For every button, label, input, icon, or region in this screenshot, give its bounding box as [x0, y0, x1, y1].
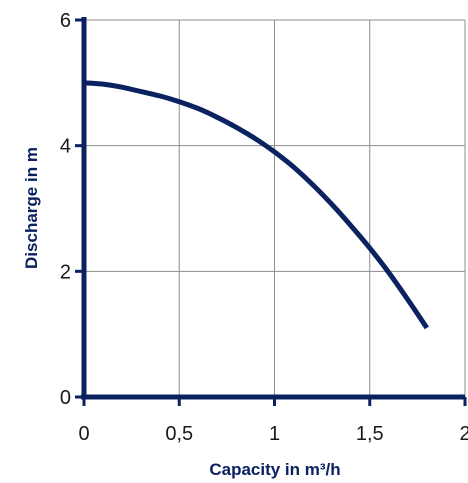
- x-tick-label-2: 1: [269, 423, 280, 445]
- y-tick-label-1: 2: [60, 261, 71, 283]
- series-layer: [83, 80, 429, 330]
- y-tick-label-0: 0: [60, 387, 71, 409]
- grid-lines: [84, 19, 466, 397]
- tick-labels: 0 2 4 6 0 0,5 1 1,5 2: [60, 10, 468, 445]
- x-tick-label-1: 0,5: [165, 423, 193, 445]
- y-tick-label-2: 4: [60, 136, 71, 158]
- x-tick-label-0: 0: [78, 423, 89, 445]
- x-tick-label-4: 2: [459, 423, 468, 445]
- y-tick-label-3: 6: [60, 10, 71, 32]
- x-tick-label-3: 1,5: [356, 423, 384, 445]
- y-axis-label: Discharge in m: [22, 147, 41, 269]
- series-line-0: [83, 80, 429, 330]
- axes: [75, 17, 467, 406]
- x-axis-label: Capacity in m³/h: [209, 460, 340, 479]
